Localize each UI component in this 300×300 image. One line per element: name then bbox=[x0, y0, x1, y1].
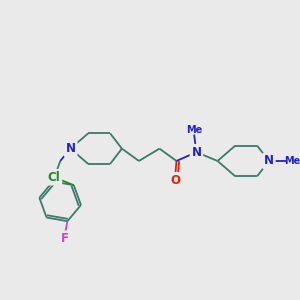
Text: Cl: Cl bbox=[48, 171, 61, 184]
Text: F: F bbox=[61, 232, 68, 245]
Text: N: N bbox=[264, 154, 274, 167]
Text: N: N bbox=[191, 146, 201, 159]
Text: N: N bbox=[65, 142, 76, 155]
Text: Me: Me bbox=[186, 125, 202, 135]
Text: Me: Me bbox=[284, 156, 300, 166]
Text: N: N bbox=[65, 142, 76, 155]
Text: O: O bbox=[170, 174, 180, 187]
